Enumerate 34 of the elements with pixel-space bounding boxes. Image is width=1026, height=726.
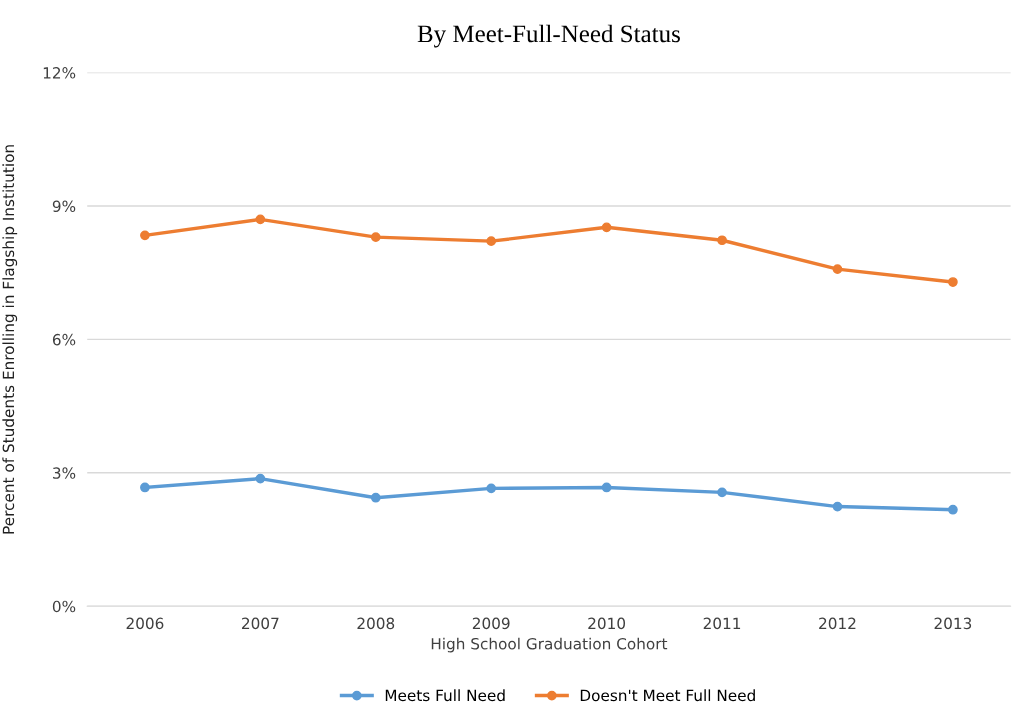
point (255, 473, 266, 484)
chart-title: By Meet-Full-Need Status (417, 24, 680, 48)
y-axis-title: Percent of Students Enrolling in Flagship Institution (2, 145, 18, 534)
x-axis-title: High School Graduation Cohort (431, 637, 668, 653)
point (832, 264, 843, 275)
x-tick-label: 2009 (472, 617, 510, 630)
point (717, 487, 727, 498)
point (255, 214, 266, 225)
point (948, 504, 958, 515)
x-tick-label: 2013 (934, 617, 972, 630)
point (370, 492, 381, 503)
point (370, 232, 381, 242)
y-tick-label: 12% (43, 67, 76, 79)
point (601, 482, 612, 493)
y-tick-label: 3% (53, 467, 76, 479)
point (486, 483, 497, 494)
legend-label: Doesn't Meet Full Need (580, 689, 755, 702)
point (717, 235, 727, 246)
point (832, 501, 843, 512)
x-tick-label: 2012 (819, 617, 856, 630)
y-tick-label: 0% (52, 600, 76, 613)
y-tick-label: 6% (52, 333, 76, 346)
point (486, 236, 497, 246)
x-tick-label: 2006 (126, 617, 164, 630)
x-tick-label: 2007 (242, 617, 279, 630)
point (140, 230, 150, 241)
y-tick-label: 9% (52, 200, 76, 213)
point (140, 482, 150, 493)
x-tick-label: 2011 (703, 617, 741, 630)
legend-label: Meets Full Need (385, 689, 505, 702)
x-tick-label: 2008 (357, 617, 395, 630)
x-tick-label: 2010 (588, 617, 626, 630)
point (948, 277, 958, 287)
point (601, 222, 612, 233)
